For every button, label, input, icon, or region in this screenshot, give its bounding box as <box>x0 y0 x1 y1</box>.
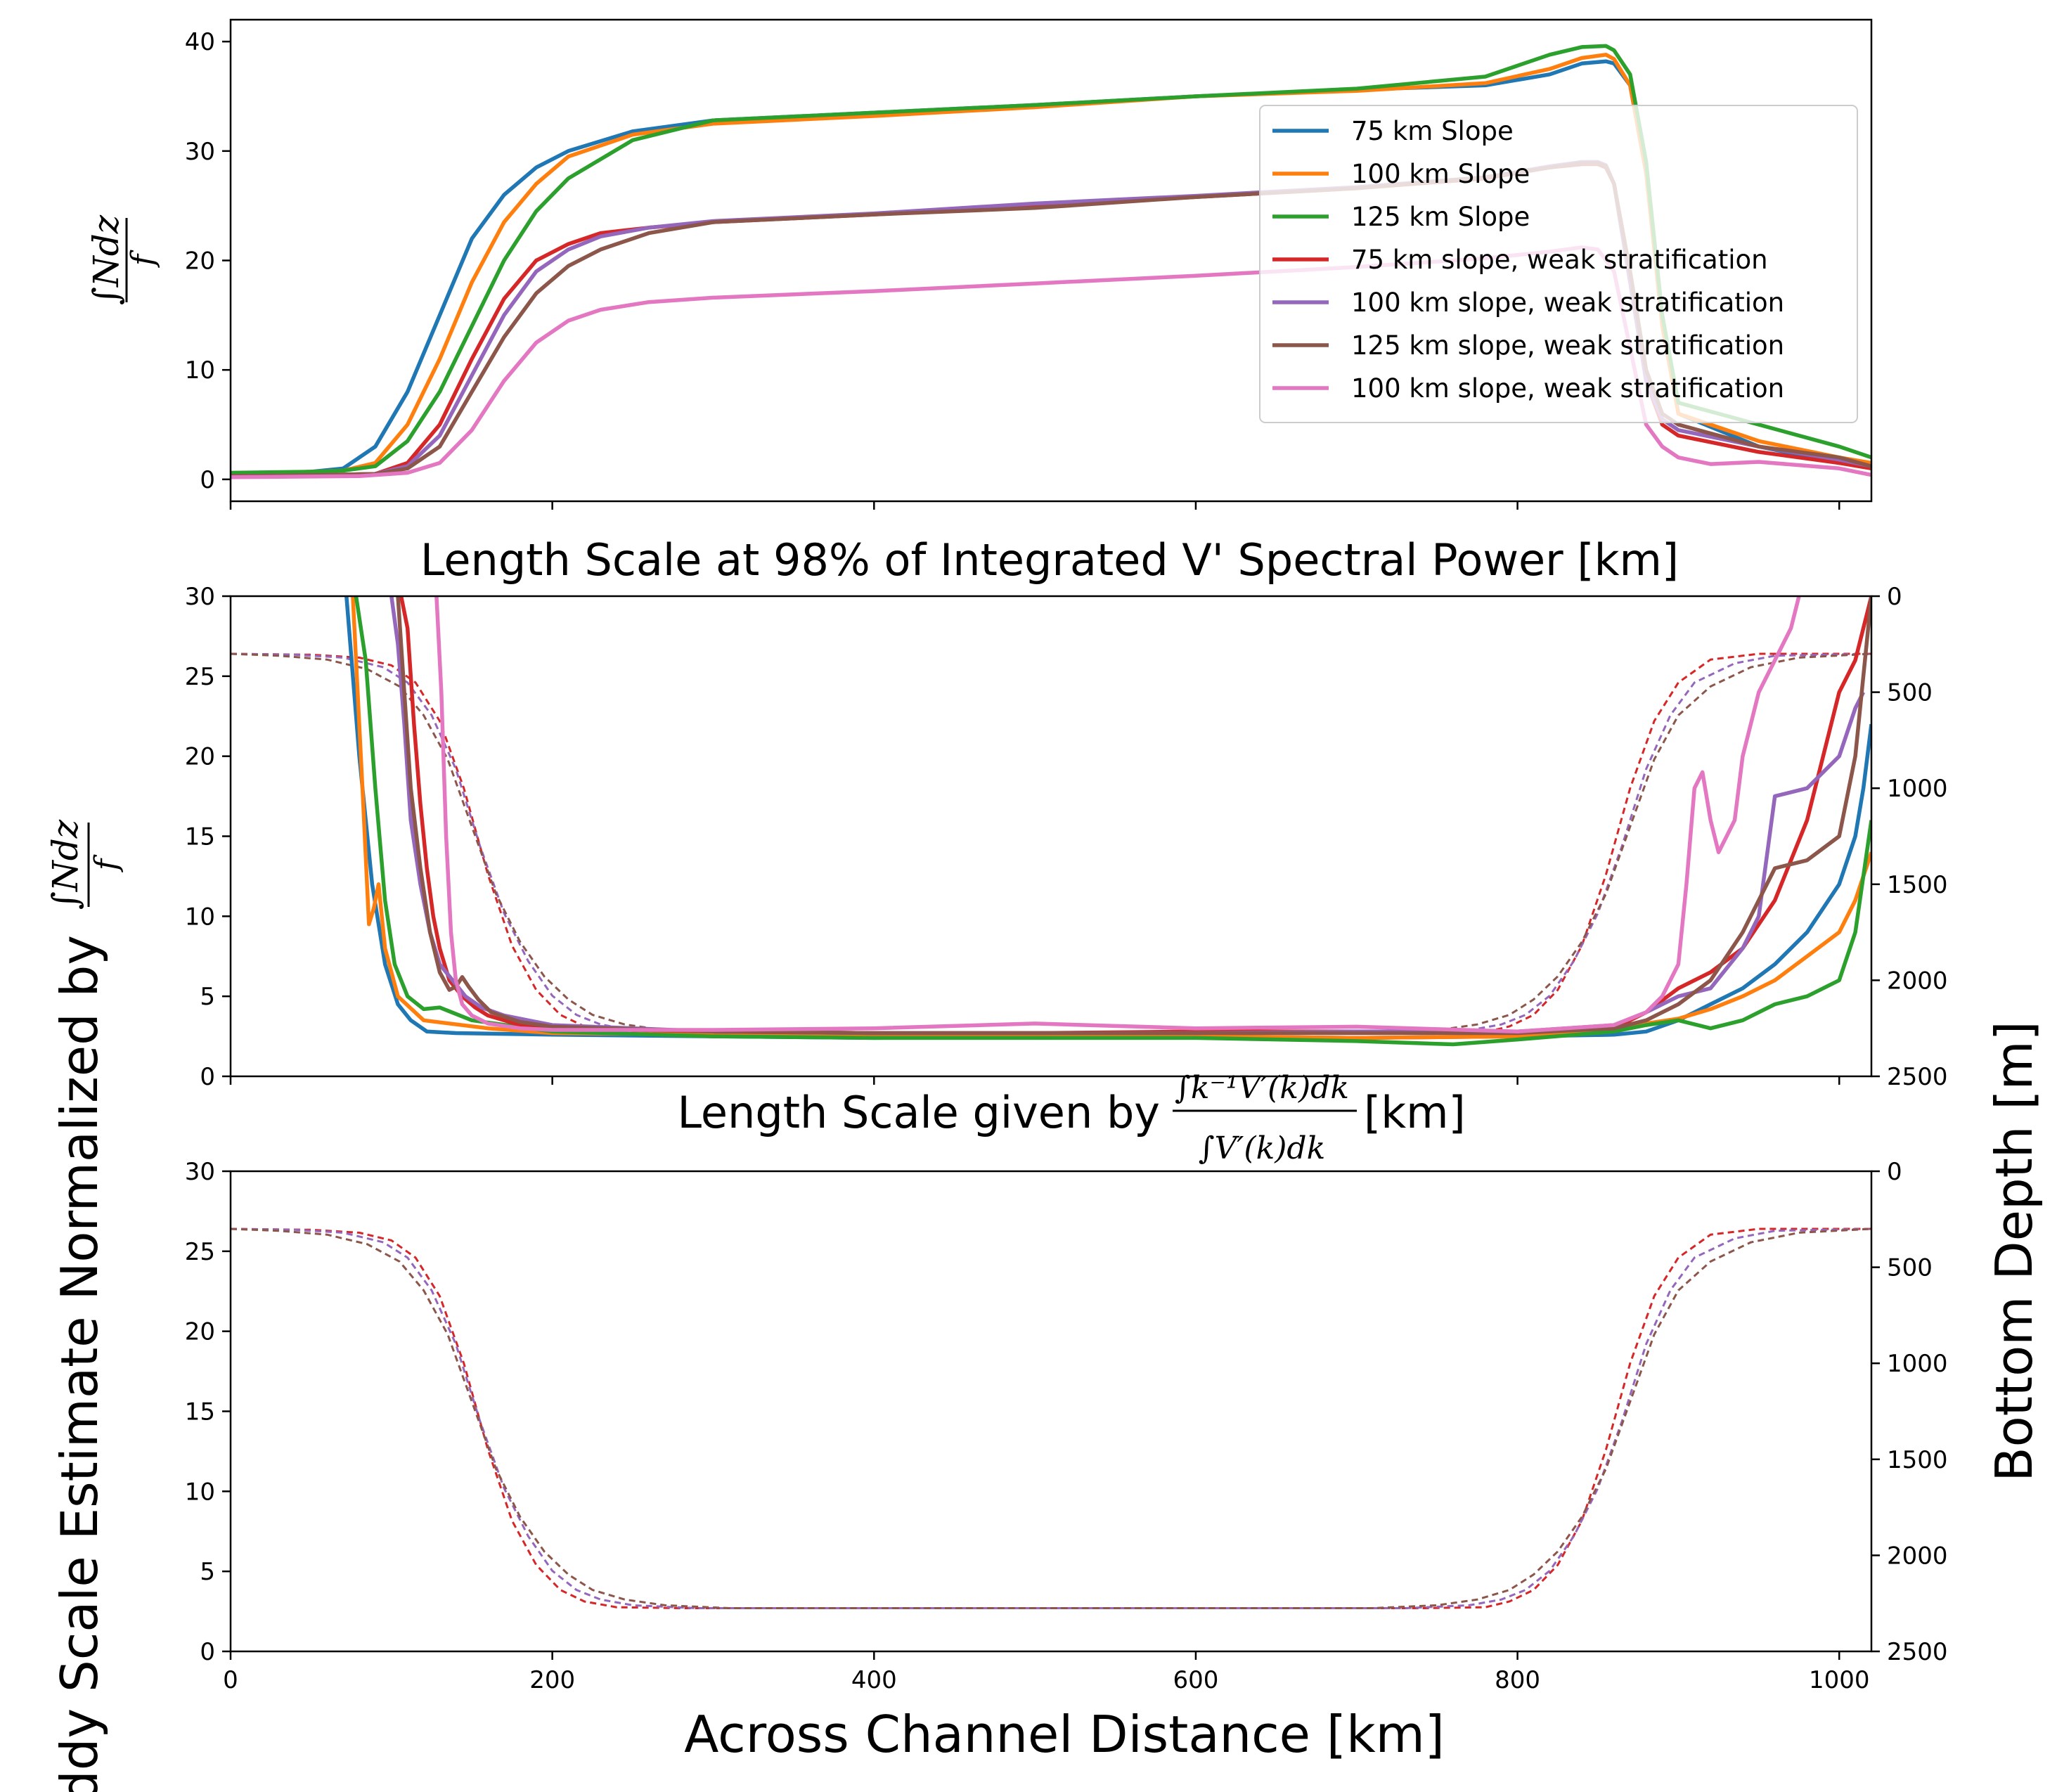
y2-tick-label: 2500 <box>1887 1638 1948 1666</box>
y2-tick-label: 1500 <box>1887 871 1948 899</box>
y2-tick-label: 2500 <box>1887 1063 1948 1091</box>
bottom-panel-title: Length Scale given by ∫k⁻¹V′(k)dk ∫V′(k)… <box>677 1070 1465 1166</box>
middle-axes: 0 5 10 15 20 25 30 0 500 1000 1500 2000 2500 <box>185 583 1948 1091</box>
bottom-title-suffix: [km] <box>1364 1087 1466 1138</box>
y2-tick-label: 1500 <box>1887 1446 1948 1474</box>
middle-series-group <box>344 596 1871 1047</box>
y-tick-label: 20 <box>185 1318 215 1346</box>
right-ylabel: Bottom Depth [m] <box>1985 1021 2044 1482</box>
y2-tick-label: 500 <box>1887 1254 1933 1282</box>
legend-label: 75 km Slope <box>1351 116 1514 146</box>
y2-tick-label: 1000 <box>1887 1350 1948 1378</box>
y-tick-label: 10 <box>185 1478 215 1506</box>
x-tick-label: 0 <box>223 1666 238 1694</box>
bottom-depth-profiles <box>231 1227 1871 1609</box>
shared-ylabel-text: Eddy Scale Estimate Normalized by <box>50 935 109 1792</box>
y-tick-label: 30 <box>185 1158 215 1186</box>
depth-profile-125-km-slope-weak-stratification <box>231 1227 1871 1609</box>
y-tick-label: 20 <box>185 743 215 771</box>
y-tick-label: 0 <box>200 1063 215 1091</box>
series-line-125-km-slope-2 <box>354 596 1871 1047</box>
x-tick-label: 400 <box>851 1666 897 1694</box>
top-axes: 0 10 20 30 40 <box>185 18 1873 510</box>
legend-label: 125 km slope, weak stratification <box>1351 330 1784 361</box>
legend-label: 125 km Slope <box>1351 202 1530 232</box>
y-tick-label: 0 <box>200 466 215 494</box>
y2-tick-label: 1000 <box>1887 775 1948 803</box>
y-tick-label: 25 <box>185 663 215 691</box>
x-tick-label: 600 <box>1173 1666 1218 1694</box>
top-ylabel-numerator: ∫Ndz <box>86 214 127 305</box>
y2-tick-label: 0 <box>1887 1158 1902 1186</box>
legend-label: 100 km slope, weak stratification <box>1351 288 1784 318</box>
legend-label: 100 km Slope <box>1351 159 1530 189</box>
y-tick-label: 40 <box>185 28 215 56</box>
y-tick-label: 30 <box>185 138 215 166</box>
y-tick-label: 5 <box>200 983 215 1011</box>
y-tick-label: 10 <box>185 903 215 931</box>
bottom-axes: 0 5 10 15 20 25 30 0 500 1000 1500 2000 2500 0 200 400 6… <box>185 1158 1948 1694</box>
y2-tick-label: 500 <box>1887 679 1933 707</box>
depth-profile-75-km-slope-weak-stratification <box>231 1227 1871 1609</box>
shared-ylabel: Eddy Scale Estimate Normalized by ∫Ndz f <box>45 819 124 1792</box>
y-tick-label: 5 <box>200 1558 215 1586</box>
bottom-title-denominator: ∫V′(k)dk <box>1199 1130 1326 1166</box>
bottom-title-numerator: ∫k⁻¹V′(k)dk <box>1175 1070 1349 1106</box>
y-tick-label: 0 <box>200 1638 215 1666</box>
depth-profile-75-km-slope-weak-stratification <box>231 652 1871 1034</box>
legend-label: 100 km slope, weak stratification <box>1351 373 1784 404</box>
y-tick-label: 15 <box>185 823 215 851</box>
bottom-title-prefix: Length Scale given by <box>677 1087 1160 1138</box>
legend-label: 75 km slope, weak stratification <box>1351 245 1768 275</box>
bottom-panel: Length Scale given by ∫k⁻¹V′(k)dk ∫V′(k)… <box>185 1070 1948 1694</box>
y-tick-label: 30 <box>185 583 215 611</box>
y-tick-label: 15 <box>185 1398 215 1426</box>
y-tick-label: 20 <box>185 247 215 276</box>
y-tick-label: 25 <box>185 1238 215 1266</box>
legend-box <box>1259 105 1858 423</box>
y2-tick-label: 2000 <box>1887 1542 1948 1570</box>
series-line-100-km-slope-weak-stratification-6 <box>434 596 1801 1034</box>
y2-tick-label: 2000 <box>1887 967 1948 995</box>
y2-tick-label: 0 <box>1887 583 1902 611</box>
x-tick-label: 200 <box>529 1666 575 1694</box>
middle-panel: Length Scale at 98% of Integrated V' Spe… <box>185 534 1948 1091</box>
legend: 75 km Slope 100 km Slope 125 km Slope 75 km… <box>1259 105 1858 423</box>
x-tick-label: 1000 <box>1809 1666 1870 1694</box>
middle-panel-title: Length Scale at 98% of Integrated V' Spe… <box>420 534 1679 586</box>
xlabel: Across Channel Distance [km] <box>684 1705 1445 1764</box>
x-tick-label: 800 <box>1495 1666 1540 1694</box>
shared-ylabel-numerator: ∫Ndz <box>45 819 86 910</box>
series-line-125-km-slope-weak-stratification-5 <box>396 596 1871 1036</box>
y-tick-label: 10 <box>185 356 215 385</box>
